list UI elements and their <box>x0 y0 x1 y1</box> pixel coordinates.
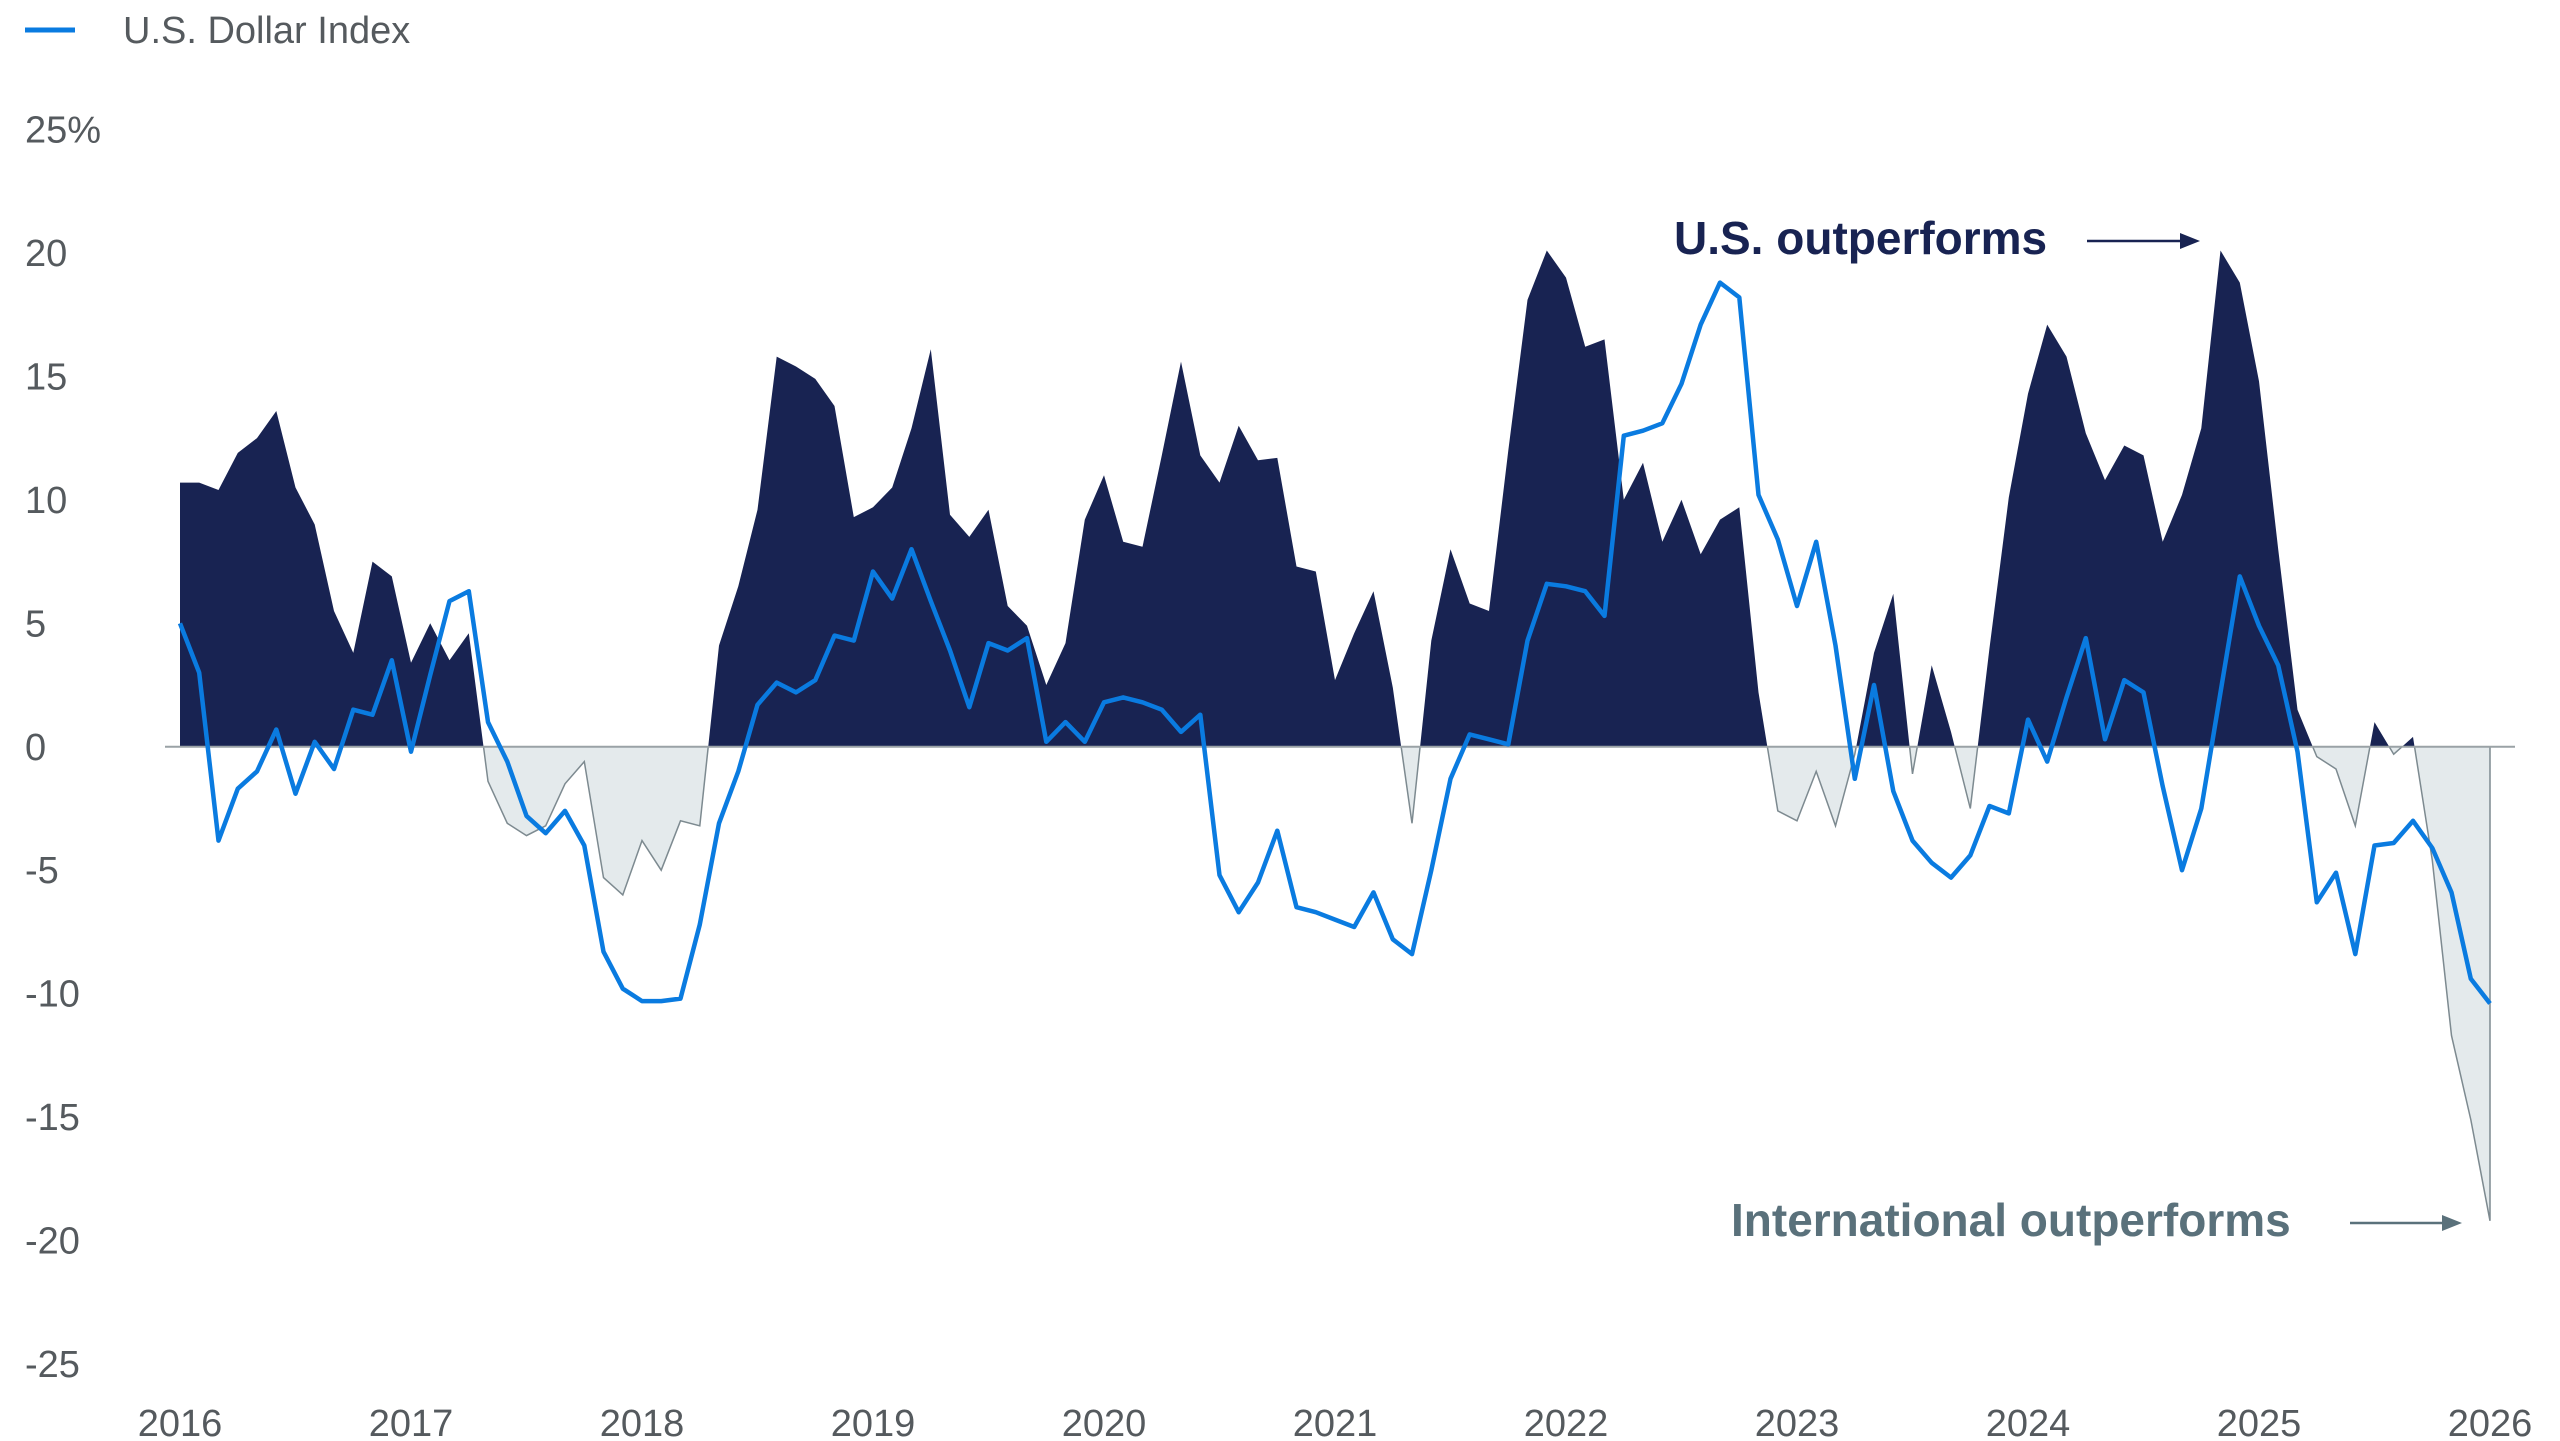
x-tick-label: 2017 <box>369 1403 454 1441</box>
y-tick-label: 20 <box>25 233 67 275</box>
annotation-intl-label: International outperforms <box>1731 1194 2291 1246</box>
x-tick-label: 2023 <box>1755 1403 1840 1441</box>
y-tick-label: -15 <box>25 1097 80 1139</box>
legend: U.S. Dollar Index <box>25 10 410 52</box>
y-tick-label: 15 <box>25 356 67 398</box>
annotation-us-outperforms: U.S. outperforms <box>1674 212 2200 264</box>
y-tick-label: -20 <box>25 1221 80 1263</box>
x-tick-label: 2019 <box>831 1403 916 1441</box>
y-tick-label: 10 <box>25 480 67 522</box>
y-tick-label: 0 <box>25 727 46 769</box>
annotation-international-outperforms: International outperforms <box>1731 1194 2462 1246</box>
arrow-head-icon <box>2442 1215 2462 1231</box>
x-tick-label: 2024 <box>1986 1403 2071 1441</box>
y-tick-label: 25% <box>25 110 101 152</box>
us-outperforms-area <box>180 250 2490 747</box>
x-tick-label: 2022 <box>1524 1403 1609 1441</box>
legend-label-dollar-index: U.S. Dollar Index <box>123 10 410 52</box>
x-tick-label: 2025 <box>2217 1403 2302 1441</box>
x-tick-label: 2026 <box>2448 1403 2533 1441</box>
x-tick-label: 2016 <box>138 1403 223 1441</box>
x-tick-label: 2018 <box>600 1403 685 1441</box>
y-axis-ticks: 25% 20 15 10 5 0 -5 -10 -15 -20 -25 <box>25 110 101 1387</box>
y-tick-label: -10 <box>25 974 80 1016</box>
x-axis-ticks: 2016 2017 2018 2019 2020 2021 2022 2023 2024 2025… <box>138 1403 2533 1441</box>
arrow-head-icon <box>2180 233 2200 249</box>
dollar-index-line <box>177 280 2492 1005</box>
x-tick-label: 2021 <box>1293 1403 1378 1441</box>
y-tick-label: -5 <box>25 850 59 892</box>
x-tick-label: 2020 <box>1062 1403 1147 1441</box>
y-tick-label: -25 <box>25 1344 80 1386</box>
annotation-us-label: U.S. outperforms <box>1674 212 2047 264</box>
relative-performance-area <box>179 250 2491 1221</box>
y-tick-label: 5 <box>25 603 46 645</box>
international-outperforms-area <box>179 746 2491 1221</box>
